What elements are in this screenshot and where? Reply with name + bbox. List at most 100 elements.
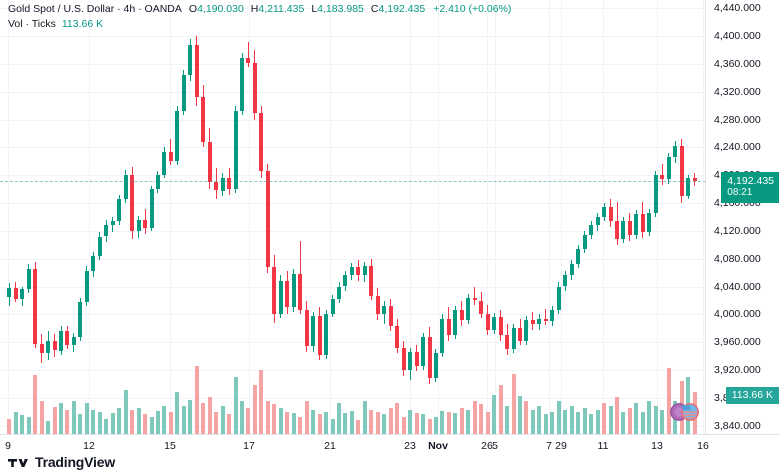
candle-body (505, 335, 509, 350)
candle-body (459, 310, 464, 320)
candle-body (369, 265, 374, 297)
candle-body (7, 287, 12, 297)
gridline-horizontal (0, 370, 706, 371)
time-axis-label: 29 (555, 440, 567, 452)
candle-body (640, 214, 645, 233)
candle-body (524, 319, 529, 341)
volume-bar (524, 401, 529, 434)
candle-body (466, 297, 471, 320)
price-axis-label: 4,000.000 (714, 308, 761, 321)
gridline-vertical (170, 0, 171, 434)
gridline-vertical (8, 0, 9, 434)
volume-bar (608, 405, 613, 434)
volume-bar (65, 409, 70, 434)
volume-bar (647, 401, 652, 434)
candle-body (479, 300, 484, 315)
price-axis-label: 3,920.000 (714, 364, 761, 376)
candle-body (324, 314, 328, 355)
price-axis-label: 4,280.000 (714, 113, 761, 126)
candle-body (569, 264, 574, 276)
candle-body (615, 221, 619, 240)
candle-body (543, 318, 548, 322)
volume-bar (550, 412, 555, 434)
volume-bar (20, 415, 25, 434)
candle-body (414, 351, 419, 366)
candle-body (188, 44, 193, 76)
candle-body (647, 212, 652, 233)
volume-bar (233, 377, 238, 434)
candle-body (673, 146, 678, 158)
volume-bar (84, 403, 89, 434)
volume-bar (653, 405, 658, 434)
candle-body (84, 271, 89, 302)
candle-body (233, 111, 238, 190)
current-price-tag[interactable]: 4,192.435 08:21 (721, 171, 779, 203)
candle-body (291, 274, 296, 308)
candle-body (168, 151, 173, 162)
volume-bar (149, 416, 154, 434)
volume-bar (615, 396, 619, 434)
volume-bar (201, 403, 206, 434)
volume-bar (136, 407, 141, 434)
volume-bar (39, 401, 44, 434)
candle-body (634, 214, 639, 236)
candle-body (550, 310, 555, 322)
candle-body (337, 286, 341, 300)
volume-bar (311, 409, 316, 434)
volume-bar (227, 414, 231, 434)
gridline-horizontal (0, 147, 706, 149)
gridline-vertical (89, 0, 90, 434)
volume-bar (168, 412, 173, 434)
time-axis-label: 21 (324, 440, 336, 452)
tradingview-logo[interactable]: TradingView (8, 454, 115, 470)
volume-bar (433, 416, 438, 434)
volume-bar (349, 411, 354, 434)
time-axis-label: 17 (243, 440, 255, 452)
gridline-horizontal (0, 175, 706, 177)
candle-body (498, 317, 503, 336)
volume-bar (408, 409, 413, 434)
candle-body (433, 353, 438, 379)
candle-body (97, 236, 102, 256)
candle-body (692, 178, 697, 181)
candle-body (408, 351, 413, 370)
candle-body (123, 175, 128, 199)
volume-bar (595, 409, 600, 434)
time-axis-label: 26 (481, 440, 493, 452)
candle-body (46, 340, 50, 354)
candle-body (39, 343, 44, 354)
price-axis[interactable]: 4,440.000 4,400.000 4,360.000 4,320.000 4,28… (705, 0, 780, 434)
volume-bar (130, 409, 135, 434)
candle-body (589, 225, 594, 235)
candle-body (485, 314, 490, 330)
price-plot-area[interactable] (0, 0, 706, 434)
gridline-vertical (410, 0, 411, 434)
current-price-line (0, 180, 706, 182)
candle-body (13, 287, 18, 299)
symbol-flags-badge[interactable] (668, 402, 702, 427)
current-price-countdown: 08:21 (727, 186, 753, 198)
candle-body (686, 178, 691, 197)
volume-bar (602, 403, 606, 434)
candle-body (627, 221, 632, 236)
candle-body (285, 281, 290, 308)
time-axis[interactable]: 9 12 15 17 21 23 26 29 Nov 5 7 11 13 16 (0, 434, 780, 457)
current-price-value: 4,192.435 (727, 174, 774, 187)
time-axis-label: 5 (492, 440, 498, 452)
candle-body (162, 151, 167, 176)
volume-bar (265, 401, 270, 434)
volume-bar (660, 409, 665, 434)
volume-bar (479, 404, 484, 434)
candle-body (518, 328, 522, 341)
candle-body (576, 249, 581, 265)
volume-bar (71, 401, 76, 434)
volume-value-tag[interactable]: 113.66 K (725, 387, 779, 404)
volume-bar (382, 414, 387, 434)
candle-body (207, 141, 212, 183)
gridline-horizontal (0, 258, 706, 260)
price-axis-label: 4,320.000 (714, 85, 761, 98)
volume-bar (220, 405, 225, 434)
candle-body (660, 175, 665, 180)
candle-body (563, 275, 568, 287)
